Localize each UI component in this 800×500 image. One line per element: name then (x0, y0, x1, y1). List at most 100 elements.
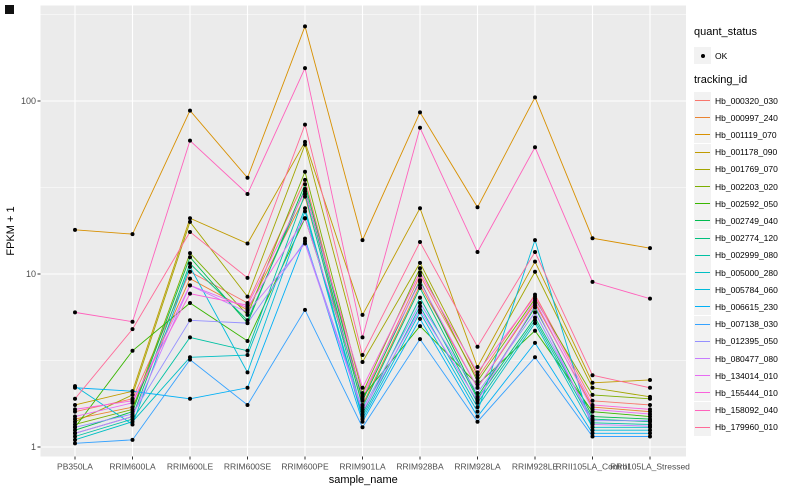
data-point (245, 294, 250, 299)
data-point (648, 396, 652, 401)
data-point (418, 206, 422, 211)
data-point (590, 385, 595, 390)
data-point (73, 437, 77, 442)
data-point (303, 177, 307, 182)
data-point (418, 295, 422, 300)
series-color-line-icon (695, 168, 710, 170)
legend-item-Hb_080477_080: Hb_080477_080 (694, 350, 778, 367)
data-point (590, 431, 595, 436)
data-point (590, 425, 595, 430)
data-point (73, 431, 77, 436)
data-point (245, 321, 250, 326)
legend-key-line-icon (694, 109, 711, 127)
data-point (73, 419, 77, 424)
legend-key-line-icon (694, 350, 711, 367)
legend-item-label: Hb_001769_070 (715, 164, 778, 175)
point-icon (700, 53, 705, 58)
legend-item-label: Hb_000320_030 (715, 95, 778, 106)
legend-item-label: Hb_080477_080 (715, 353, 778, 364)
data-point (188, 251, 192, 256)
legend-item-Hb_134014_010: Hb_134014_010 (694, 367, 778, 385)
legend-key-line-icon (694, 281, 711, 299)
legend-item-quant-OK: OK (694, 47, 727, 64)
legend-item-label: OK (715, 50, 728, 61)
data-point (188, 357, 192, 362)
legend-tracking-id-title: tracking_id (694, 74, 748, 86)
legend-item-label: Hb_006615_230 (715, 301, 778, 312)
x-tick-label: RRIM600SE (224, 462, 272, 472)
data-point (418, 266, 422, 271)
legend-item-label: Hb_155444_010 (715, 387, 778, 398)
data-point (188, 216, 192, 221)
data-point (130, 232, 135, 237)
data-point (245, 192, 250, 197)
data-point (245, 241, 250, 246)
data-point (418, 337, 422, 342)
data-point (360, 312, 365, 317)
data-point (188, 255, 192, 260)
data-point (303, 24, 307, 29)
data-point (130, 422, 135, 427)
data-point (590, 279, 595, 284)
data-point (188, 261, 192, 266)
data-point (475, 370, 480, 375)
x-tick-label: RRIM901LA (339, 462, 386, 472)
series-color-line-icon (695, 358, 710, 359)
data-point (475, 414, 480, 419)
series-color-line-icon (695, 289, 710, 291)
legend-item-Hb_158092_040: Hb_158092_040 (694, 401, 778, 419)
series-color-line-icon (695, 340, 710, 342)
data-point (533, 269, 537, 274)
data-point (418, 316, 422, 321)
x-tick-label: RRII105LA_Control (556, 462, 630, 472)
legend-item-Hb_007138_030: Hb_007138_030 (694, 315, 778, 333)
data-point (418, 304, 422, 309)
data-point (303, 209, 307, 214)
series-color-line-icon (695, 392, 710, 394)
data-point (130, 319, 135, 324)
legend-key-line-icon (694, 384, 711, 402)
data-point (188, 264, 192, 269)
data-point (590, 402, 595, 407)
data-point (648, 418, 652, 423)
series-color-line-icon (695, 375, 710, 377)
data-point (475, 250, 480, 255)
x-tick-label: RRIM928BA (396, 462, 444, 472)
data-point (533, 294, 537, 299)
legend-item-Hb_006615_230: Hb_006615_230 (694, 298, 778, 316)
data-point (360, 425, 365, 430)
series-color-line-icon (695, 134, 710, 136)
data-point (360, 419, 365, 424)
legend-item-label: Hb_007138_030 (715, 319, 778, 330)
data-point (188, 276, 192, 281)
legend-item-Hb_001178_090: Hb_001178_090 (694, 143, 777, 161)
data-point (418, 307, 422, 312)
data-point (130, 327, 135, 332)
data-point (73, 402, 77, 407)
legend-key-line-icon (694, 92, 711, 109)
legend-item-Hb_002999_080: Hb_002999_080 (694, 246, 778, 264)
data-point (648, 412, 652, 417)
data-point (590, 418, 595, 423)
data-point (245, 348, 250, 353)
legend-item-Hb_000997_240: Hb_000997_240 (694, 109, 778, 127)
data-point (130, 437, 135, 442)
data-point (475, 379, 480, 384)
legend-item-label: Hb_005000_280 (715, 267, 778, 278)
data-point (590, 392, 595, 397)
legend-key-line-icon (694, 264, 711, 281)
legend-key-line-icon (694, 143, 711, 161)
legend-key-line-icon (694, 298, 711, 316)
data-point (188, 229, 192, 234)
data-point (418, 270, 422, 275)
data-point (418, 110, 422, 115)
legend-item-label: Hb_002749_040 (715, 215, 778, 226)
legend-item-Hb_002203_020: Hb_002203_020 (694, 178, 778, 195)
data-point (533, 145, 537, 150)
legend-item-label: Hb_158092_040 (715, 405, 778, 416)
data-point (360, 353, 365, 358)
series-color-line-icon (695, 100, 710, 101)
data-point (188, 318, 192, 323)
data-point (188, 108, 192, 113)
data-point (130, 348, 135, 353)
